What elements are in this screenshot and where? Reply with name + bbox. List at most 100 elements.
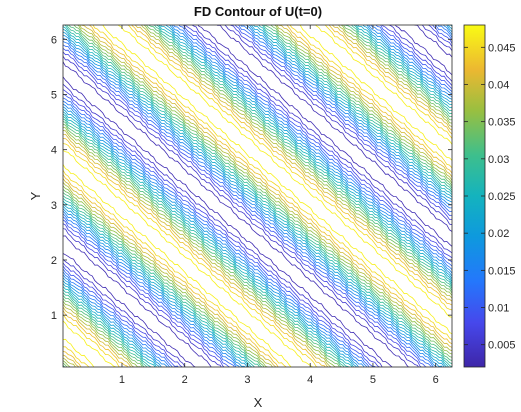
colorbar-tick-label: 0.02 [488,228,509,240]
contour-line [63,89,381,367]
contour-line [134,25,452,302]
contour-line [63,123,340,367]
contour-line [237,25,452,212]
colorbar-tick-label: 0.04 [488,79,509,91]
contour-line [63,191,263,367]
contour-line [63,130,332,367]
contour-line [76,25,452,355]
contour-line [229,25,452,220]
contour-line [63,93,376,367]
contour-line [63,197,259,367]
contour-line [63,31,445,367]
contour-line [63,208,246,367]
contour-line [63,203,250,367]
colorbar-ticks: 0.005 0.01 0.015 0.02 0.025 0.03 0.035 0.04 0.04… [464,42,516,352]
contour-line [63,115,351,367]
contour-line [248,25,452,203]
contour-line [394,25,452,76]
contour-line [285,25,452,174]
contour-line [168,25,452,277]
contour-line [331,25,452,131]
contour-line [63,106,363,367]
colorbar-tick-label: 0.015 [488,265,516,277]
contour-line [171,25,452,274]
contour-line [234,25,452,216]
contour-line [143,25,452,297]
contour-line [362,25,452,103]
contour-line [273,25,452,184]
contour-line [66,25,452,365]
x-axis-ticks: 1 2 3 4 5 6 [119,25,439,386]
contour-line [328,25,452,135]
contour-line [73,25,452,358]
x-tick-label: 6 [433,374,439,386]
contour-line [160,25,452,283]
colorbar-tick-label: 0.025 [488,191,516,203]
contour-line [63,213,237,367]
contour-line [380,25,452,90]
contour-line [63,294,145,367]
contour-line [63,252,196,367]
contour-line [140,25,452,299]
x-tick-label: 5 [370,374,376,386]
contour-line [388,25,452,83]
contour-line [263,25,452,192]
colorbar-tick-label: 0.005 [488,340,516,352]
y-tick-label: 4 [51,145,57,157]
contour-line [63,216,235,367]
contour-line [343,25,452,121]
contour-line [353,25,452,112]
contour-line [369,25,452,95]
contour-line [63,120,343,367]
contour-line [165,25,452,280]
contour-line [63,34,443,367]
contour-line [63,177,277,367]
contour-line [63,235,212,367]
contour-line [118,25,452,318]
contour-line [88,25,452,345]
contour-line [63,111,355,367]
contour-line [197,25,452,247]
contour-line [289,25,452,169]
contour-line [63,51,422,367]
contour-line [297,25,452,161]
contour-line [315,25,452,145]
contour-line [63,47,428,367]
contour-line [381,25,452,87]
contour-line [63,100,368,367]
contour-line [63,188,265,367]
plot-frame [62,24,453,368]
contour-line [178,25,452,267]
contour-line [63,181,274,367]
contour-line [156,25,452,288]
contour-line [63,313,122,367]
contour-line [63,228,222,367]
y-axis-ticks: 1 2 3 4 5 6 [51,34,452,322]
contour-line [63,277,165,367]
contour-line [184,25,452,259]
contour-line [63,55,419,367]
contour-line [350,25,452,115]
contour-line [63,163,292,367]
contour-line [63,265,179,367]
contour-line [338,25,452,128]
x-tick-label: 1 [119,374,125,386]
contour-line [63,223,225,367]
contour-line [340,25,452,124]
contour-line [145,25,452,294]
contour-line [366,25,452,100]
x-tick-label: 3 [244,374,250,386]
y-tick-label: 1 [51,310,57,322]
y-tick-label: 3 [51,200,57,212]
contour-line [63,185,269,367]
contour-line [99,25,452,335]
colorbar-tick-label: 0.045 [488,42,516,54]
contour-line [79,25,452,352]
contour-line [63,262,184,367]
contour-line [67,25,452,362]
contour-line [172,25,452,271]
contour-line [368,25,452,98]
contour-line [63,300,141,367]
contour-line [63,108,358,367]
